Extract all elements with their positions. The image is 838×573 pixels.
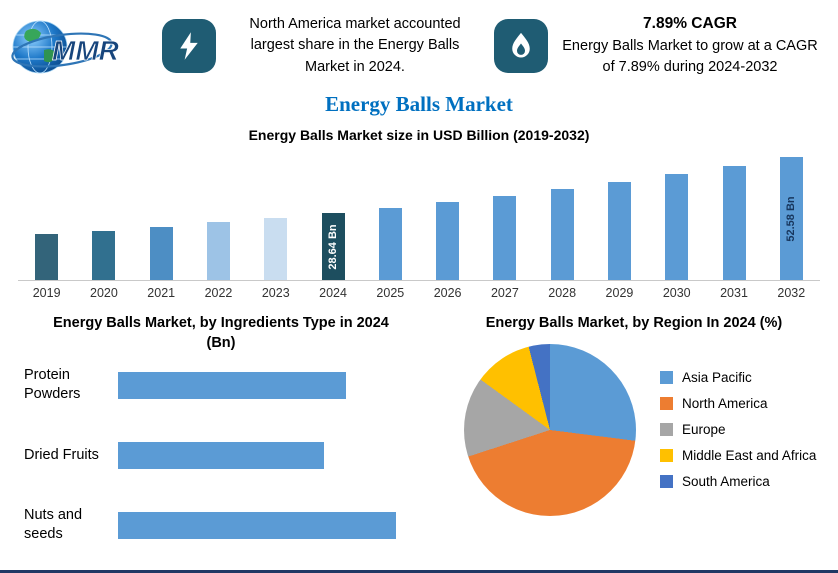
x-axis-label-2021: 2021 xyxy=(147,286,176,300)
pie-chart-title: Energy Balls Market, by Region In 2024 (… xyxy=(485,315,783,331)
x-axis-label-2019: 2019 xyxy=(32,286,61,300)
bar-2019 xyxy=(18,234,75,280)
lightning-icon xyxy=(162,19,216,73)
legend-marker xyxy=(660,449,673,463)
ingredient-label: Dried Fruits xyxy=(24,446,99,463)
pie-graphic xyxy=(464,343,636,516)
logo-text: MMR xyxy=(52,35,120,66)
bar-2028 xyxy=(534,189,591,280)
bar-2021 xyxy=(133,227,190,280)
x-axis-label-2023: 2023 xyxy=(261,286,290,300)
bar-rect-2032: 52.58 Bn xyxy=(779,157,803,280)
globe-logo-graphic: MMR xyxy=(11,20,120,74)
bar-rect-2031 xyxy=(722,166,746,280)
header: MMR North America market accounted large… xyxy=(0,0,838,86)
ingredient-row: Nuts and seeds xyxy=(6,503,436,547)
bottom-charts-row: Energy Balls Market, by Ingredients Type… xyxy=(0,314,838,570)
ingredients-bar-chart: Energy Balls Market, by Ingredients Type… xyxy=(6,314,436,570)
legend-item: Middle East and Africa xyxy=(660,448,816,463)
x-axis-label-2029: 2029 xyxy=(605,286,634,300)
legend-marker xyxy=(660,397,673,411)
x-axis-label-2022: 2022 xyxy=(204,286,233,300)
x-axis-label-2032: 2032 xyxy=(777,286,806,300)
bar-2026 xyxy=(419,202,476,280)
bar-chart-x-axis: 2019 2020 2021 2022 2023 2024 2025 2026 2027 2028… xyxy=(18,286,820,300)
legend-label: Middle East and Africa xyxy=(682,448,817,464)
x-axis-label-2024: 2024 xyxy=(319,286,347,300)
x-axis-label-2031: 2031 xyxy=(720,286,748,300)
bar-2020 xyxy=(75,231,132,280)
legend-label: North America xyxy=(682,396,768,412)
x-axis-label-2026: 2026 xyxy=(433,286,462,300)
legend-item: South America xyxy=(660,474,816,489)
bar-2023 xyxy=(247,218,304,280)
legend-label: Asia Pacific xyxy=(682,370,752,386)
ingredient-row: Protein Powders xyxy=(6,363,436,407)
ingredients-chart-title: Energy Balls Market, by Ingredients Type… xyxy=(53,315,389,351)
bar-2032: 52.58 Bn xyxy=(763,157,820,280)
bar-chart-title: Energy Balls Market size in USD Billion … xyxy=(248,127,590,143)
bar-rect-2026 xyxy=(436,202,460,280)
bar-rect-2027 xyxy=(493,196,517,280)
cagr-title: 7.89% CAGR xyxy=(643,14,737,32)
legend-item: Asia Pacific xyxy=(660,370,816,385)
bar-value-label-2024: 28.64 Bn xyxy=(327,223,340,270)
legend-label: Europe xyxy=(682,422,726,438)
legend-label: South America xyxy=(682,474,770,490)
lightning-bolt-glyph xyxy=(180,32,198,60)
bar-2031 xyxy=(705,166,762,280)
pie-legend: Asia Pacific North America Europe Middle Ea… xyxy=(660,359,816,500)
bar-rect-2024: 28.64 Bn xyxy=(321,213,345,280)
ingredient-bar xyxy=(118,371,346,399)
bar-rect-2022 xyxy=(206,222,230,280)
ingredient-bar xyxy=(118,441,324,469)
x-axis-label-2025: 2025 xyxy=(376,286,405,300)
flame-glyph xyxy=(512,32,530,58)
flame-icon xyxy=(494,19,548,73)
legend-marker xyxy=(660,371,673,385)
legend-marker xyxy=(660,475,673,489)
legend-marker xyxy=(660,423,673,437)
x-axis-label-2027: 2027 xyxy=(490,286,519,300)
bar-rect-2028 xyxy=(550,189,574,280)
page-title: Energy Balls Market xyxy=(325,92,513,116)
bar-rect-2020 xyxy=(92,231,116,280)
bar-2025 xyxy=(362,208,419,280)
cagr-callout: Energy Balls Market to grow at a CAGR of… xyxy=(562,37,818,75)
market-size-bar-chart: Energy Balls Market size in USD Billion … xyxy=(0,127,838,300)
ingredient-label: Nuts and seeds xyxy=(24,507,83,543)
legend-item: North America xyxy=(660,396,816,411)
ingredient-row: Dried Fruits xyxy=(6,433,436,477)
ingredients-plot-area: Protein Powders Dried Fruits Nuts and seed… xyxy=(6,363,436,547)
bar-rect-2019 xyxy=(35,234,59,280)
bar-chart-plot-area: 28.64 Bn 52.58 Bn xyxy=(18,155,820,281)
bar-rect-2029 xyxy=(607,182,631,280)
mmr-logo: MMR xyxy=(6,8,148,84)
bar-rect-2021 xyxy=(149,227,173,280)
pie-area: Asia Pacific North America Europe Middle Ea… xyxy=(436,343,832,516)
bar-rect-2025 xyxy=(378,208,402,280)
legend-item: Europe xyxy=(660,422,816,437)
x-axis-label-2030: 2030 xyxy=(662,286,691,300)
bar-2024: 28.64 Bn xyxy=(304,213,361,280)
bar-2022 xyxy=(190,222,247,280)
bar-value-label-2032: 52.58 Bn xyxy=(785,195,798,242)
x-axis-label-2020: 2020 xyxy=(90,286,118,300)
north-america-callout: North America market accounted largest s… xyxy=(249,16,461,75)
ingredient-label: Protein Powders xyxy=(24,367,81,403)
bar-2030 xyxy=(648,174,705,280)
ingredient-bar xyxy=(118,511,396,539)
bar-2029 xyxy=(591,182,648,280)
region-pie-chart: Energy Balls Market, by Region In 2024 (… xyxy=(436,314,832,570)
bar-2027 xyxy=(476,196,533,280)
cagr-block: 7.89% CAGR Energy Balls Market to grow a… xyxy=(562,15,818,77)
x-axis-label-2028: 2028 xyxy=(548,286,577,300)
bar-rect-2030 xyxy=(665,174,689,280)
bar-rect-2023 xyxy=(264,218,288,280)
